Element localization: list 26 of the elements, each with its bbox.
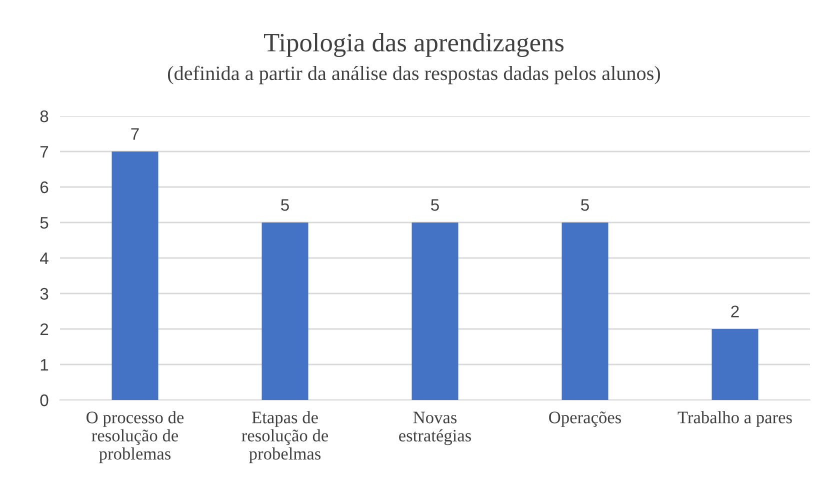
y-tick-label: 2 [40,323,48,336]
data-label: 7 [131,128,139,140]
x-tick-label: O processo de resolução de problemas [86,411,184,464]
y-tick-label: 6 [40,181,48,194]
y-tick-label: 0 [40,394,48,406]
bar [712,329,758,400]
data-label: 5 [281,199,289,211]
chart-title: Tipologia das aprendizagens [264,32,564,58]
x-tick-label: Novas estratégias [399,412,472,446]
data-label: 2 [731,306,739,318]
chart-subtitle: (definida a partir da análise das respostas dadas pelos alunos) [168,66,660,84]
y-tick-label: 5 [40,217,48,229]
bar [562,222,608,400]
x-tick-label: Trabalho a pares [678,411,792,427]
data-label: 5 [581,199,589,211]
y-tick-label: 3 [40,288,48,300]
x-tick-label: Operações [549,411,621,427]
y-tick-label: 7 [40,146,48,158]
data-label: 5 [431,199,439,211]
y-tick-label: 4 [40,252,48,264]
bar [112,152,158,400]
bar [412,222,458,400]
y-tick-label: 8 [40,110,48,122]
bar [262,222,308,400]
y-tick-label: 1 [40,359,48,371]
x-tick-label: Etapas de resolução de probelmas [242,411,328,464]
